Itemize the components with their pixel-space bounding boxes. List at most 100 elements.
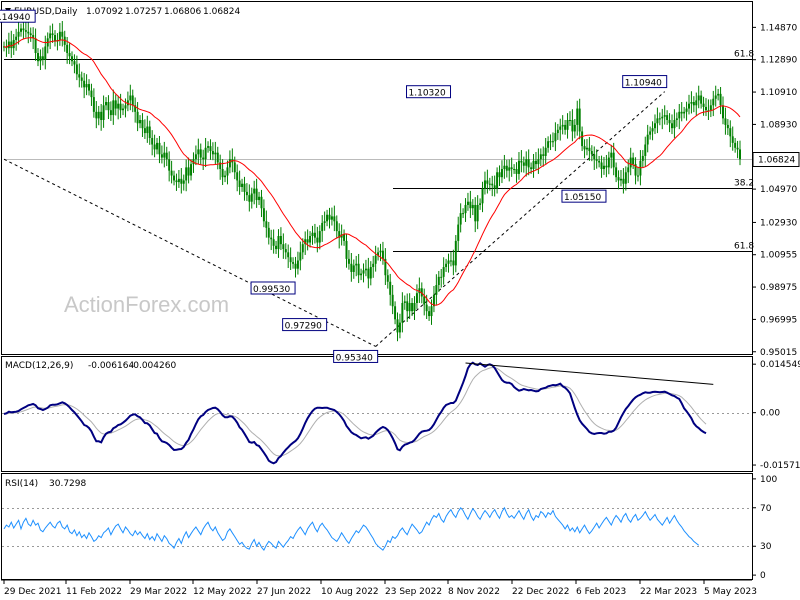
time-axis-label: 11 Feb 2022 bbox=[66, 587, 122, 597]
candle-body bbox=[165, 152, 168, 160]
candle-body bbox=[284, 249, 287, 253]
candle-body bbox=[483, 180, 486, 189]
candle-body bbox=[117, 103, 120, 109]
candle-body bbox=[12, 39, 15, 49]
time-axis-label: 10 Aug 2022 bbox=[321, 587, 379, 597]
candle-body bbox=[80, 77, 83, 81]
candle-body bbox=[447, 260, 450, 264]
candle-body bbox=[508, 167, 511, 171]
candle-body bbox=[292, 262, 295, 264]
price-header: EURUSD,Daily 1.07092 1.07257 1.06806 1.0… bbox=[5, 7, 240, 17]
candle-body bbox=[401, 302, 404, 323]
candle-body bbox=[539, 154, 542, 160]
candle-body bbox=[211, 151, 214, 155]
candle-body bbox=[663, 115, 666, 117]
candle-body bbox=[270, 237, 273, 240]
candle-body bbox=[583, 146, 586, 150]
candle-body bbox=[670, 123, 673, 129]
annotation-label: 0.97290 bbox=[285, 322, 322, 332]
candle-body bbox=[299, 252, 302, 261]
candle-body bbox=[265, 221, 268, 228]
candle-body bbox=[49, 33, 52, 39]
candle-body bbox=[734, 142, 737, 148]
candle-body bbox=[500, 169, 503, 178]
candle-body bbox=[109, 110, 112, 116]
candle-body bbox=[513, 169, 516, 171]
candle-body bbox=[549, 141, 552, 143]
time-axis-label: 29 Mar 2022 bbox=[130, 587, 187, 597]
candle-body bbox=[520, 160, 523, 163]
candle-body bbox=[649, 131, 652, 135]
candle-body bbox=[430, 306, 433, 317]
candle-body bbox=[530, 167, 533, 170]
candle-body bbox=[105, 102, 108, 106]
macd-axis-label: 0.014549 bbox=[760, 360, 800, 370]
candle-body bbox=[29, 33, 32, 36]
rsi-panel-frame bbox=[1, 473, 753, 580]
candle-body bbox=[522, 162, 525, 166]
candle-body bbox=[326, 214, 329, 222]
candle-body bbox=[379, 250, 382, 253]
annotation-label: 1.14940 bbox=[0, 13, 31, 23]
candle-body bbox=[112, 100, 115, 116]
candle-body bbox=[724, 118, 727, 125]
candle-body bbox=[97, 111, 100, 119]
candle-body bbox=[37, 53, 40, 62]
candle-body bbox=[345, 240, 348, 259]
candle-body bbox=[678, 111, 681, 119]
candle-body bbox=[17, 31, 20, 37]
candle-body bbox=[413, 302, 416, 312]
candle-body bbox=[658, 118, 661, 120]
candle-body bbox=[83, 80, 86, 88]
macd-axis-label: -0.015712 bbox=[760, 461, 800, 471]
candle-body bbox=[496, 172, 499, 189]
candle-body bbox=[435, 285, 438, 295]
candle-body bbox=[355, 263, 358, 266]
candle-body bbox=[607, 157, 610, 168]
candle-body bbox=[610, 152, 613, 158]
annotation-box bbox=[282, 318, 328, 332]
candle-body bbox=[617, 177, 620, 181]
candle-body bbox=[481, 188, 484, 204]
candle-body bbox=[209, 146, 212, 152]
candle-body bbox=[440, 276, 443, 278]
candle-body bbox=[653, 123, 656, 129]
candle-body bbox=[173, 175, 176, 181]
candle-body bbox=[629, 157, 632, 168]
candle-body bbox=[374, 255, 377, 264]
candle-body bbox=[180, 178, 183, 184]
candle-body bbox=[418, 288, 421, 294]
candle-body bbox=[340, 234, 343, 238]
candle-body bbox=[51, 33, 54, 36]
candle-body bbox=[712, 98, 715, 106]
candle-body bbox=[651, 128, 654, 132]
candle-body bbox=[486, 180, 489, 184]
candle-body bbox=[187, 167, 190, 176]
last-price-label: 1.06824 bbox=[758, 156, 795, 166]
candle-body bbox=[695, 100, 698, 106]
low-value: 1.06806 bbox=[164, 7, 201, 17]
candle-body bbox=[690, 102, 693, 104]
candle-body bbox=[126, 100, 129, 106]
candle-body bbox=[709, 105, 712, 111]
candle-body bbox=[590, 151, 593, 155]
candle-body bbox=[364, 268, 367, 271]
candle-body bbox=[527, 159, 530, 168]
price-axis-label: 1.12890 bbox=[760, 56, 797, 66]
candle-body bbox=[464, 204, 467, 214]
candle-body bbox=[736, 147, 739, 150]
candle-body bbox=[88, 84, 91, 91]
candle-body bbox=[515, 169, 518, 174]
annotation-box bbox=[406, 85, 452, 99]
candle-body bbox=[573, 124, 576, 132]
candle-body bbox=[646, 134, 649, 145]
candle-body bbox=[510, 167, 513, 170]
candle-body bbox=[58, 31, 61, 40]
candle-body bbox=[163, 152, 166, 158]
price-axis-label: 0.96995 bbox=[760, 315, 797, 325]
candle-body bbox=[612, 152, 615, 168]
candle-body bbox=[226, 167, 229, 176]
candle-body bbox=[437, 276, 440, 286]
candle-body bbox=[190, 164, 193, 176]
candle-body bbox=[680, 111, 683, 114]
